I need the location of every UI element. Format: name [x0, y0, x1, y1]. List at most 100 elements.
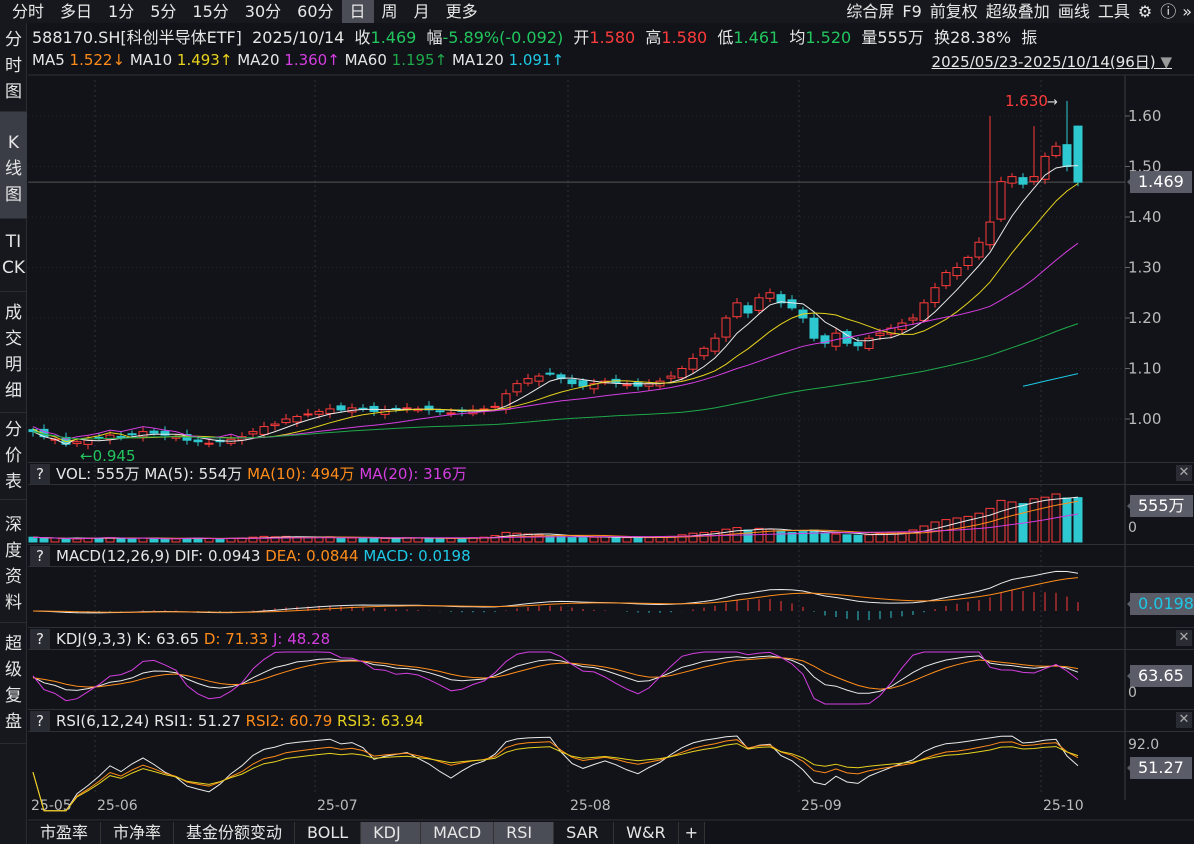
vol-help-button[interactable]: ?	[30, 463, 50, 484]
candle-body	[688, 357, 698, 370]
tab-pb[interactable]: 市净率	[101, 822, 175, 844]
volume-bar	[864, 534, 874, 543]
candle-body	[204, 442, 214, 445]
candle-body	[787, 299, 797, 309]
macd-help-button[interactable]: ?	[30, 545, 50, 566]
candle-body	[248, 431, 258, 435]
ma120-label: MA120	[451, 51, 504, 69]
volume-bar	[314, 536, 324, 543]
volume-bar	[270, 536, 280, 543]
sidebar-item-tick[interactable]: TICK	[0, 219, 27, 292]
candle-body	[446, 412, 456, 415]
candle-body	[919, 302, 929, 321]
period-day[interactable]: 日	[341, 0, 374, 23]
candle-body	[402, 407, 412, 410]
close-icon[interactable]: ✕	[1176, 630, 1192, 646]
candle-body	[512, 383, 522, 393]
tab-fund-share[interactable]: 基金份额变动	[174, 822, 296, 844]
period-15min[interactable]: 15分	[192, 2, 229, 21]
sidebar-item-price-table[interactable]: 分价表	[0, 413, 27, 500]
kdj-help-button[interactable]: ?	[30, 628, 50, 649]
candle-body	[193, 439, 203, 443]
super-overlay-button[interactable]: 超级叠加	[985, 2, 1050, 21]
tab-rsi[interactable]: RSI	[494, 822, 555, 844]
tab-pe[interactable]: 市盈率	[28, 822, 102, 844]
vol-ma10: MA(10): 494万	[247, 465, 355, 483]
volume-bar	[204, 537, 214, 543]
tab-macd[interactable]: MACD	[421, 822, 495, 844]
add-tab-button[interactable]: +	[678, 822, 705, 844]
sidebar-item-fenshi[interactable]: 分时图	[0, 23, 27, 112]
candle-body	[941, 272, 951, 287]
volume-bar	[655, 536, 665, 543]
close-icon[interactable]: ✕	[1176, 712, 1192, 728]
candle-body	[886, 327, 896, 335]
price-axis-label: 1.10	[1128, 360, 1161, 378]
tab-wr[interactable]: W&R	[614, 822, 679, 844]
tools-button[interactable]: 工具	[1097, 2, 1130, 21]
candle-body	[556, 374, 566, 380]
sidebar-item-replay[interactable]: 超级复盘	[0, 623, 27, 744]
candle-body	[347, 407, 357, 413]
draw-line-button[interactable]: 画线	[1057, 2, 1090, 21]
composite-screen-button[interactable]: 综合屏	[846, 2, 895, 21]
volume-bar	[545, 535, 555, 543]
tab-boll[interactable]: BOLL	[295, 822, 362, 844]
tab-sar[interactable]: SAR	[554, 822, 615, 844]
expand-icon[interactable]: »	[1182, 2, 1192, 21]
tab-kdj[interactable]: KDJ	[361, 822, 422, 844]
volume-bar	[83, 537, 93, 543]
kdj-k-line	[32, 655, 1079, 694]
candle-body	[875, 332, 885, 336]
volume-bar	[1051, 493, 1061, 543]
candle-body	[655, 380, 665, 387]
date-range-selector[interactable]: 2025/05/23-2025/10/14(96日) ▼	[932, 51, 1172, 72]
period-30min[interactable]: 30分	[244, 2, 282, 21]
volume-bar	[149, 537, 159, 543]
period-month[interactable]: 月	[413, 2, 430, 21]
volume-bar	[578, 537, 588, 543]
volume-bar	[215, 538, 225, 543]
candle-body	[182, 434, 192, 441]
forward-adjust-button[interactable]: 前复权	[929, 2, 978, 21]
volume-bar	[721, 528, 731, 543]
gear-icon[interactable]: ⚙	[1137, 2, 1153, 21]
candle-body	[809, 317, 819, 339]
period-fenshi[interactable]: 分时	[12, 2, 45, 21]
volume-bar	[776, 530, 786, 543]
candle-body	[952, 267, 962, 277]
period-5min[interactable]: 5分	[150, 2, 177, 21]
volume-bar	[1073, 497, 1083, 543]
sidebar-item-kline[interactable]: K线图	[0, 112, 27, 219]
period-60min[interactable]: 60分	[297, 2, 334, 21]
vol-ma10-line	[32, 500, 1079, 540]
kdj-j-line	[32, 651, 1079, 705]
candle-body	[776, 294, 786, 304]
candle-body	[831, 332, 841, 347]
open-label: 开	[573, 28, 590, 47]
candle-body	[963, 256, 973, 266]
close-icon[interactable]: ✕	[1176, 465, 1192, 481]
date-label-4: 25-09	[801, 798, 842, 814]
volume-bar	[589, 536, 599, 543]
rsi-help-button[interactable]: ?	[30, 710, 50, 731]
f9-button[interactable]: F9	[902, 2, 922, 21]
period-multiday[interactable]: 多日	[60, 2, 93, 21]
volume-bar	[237, 537, 247, 543]
sidebar-item-depth[interactable]: 深度资料	[0, 500, 27, 623]
candle-body	[424, 405, 434, 411]
volume-bar	[622, 537, 632, 543]
volume-bar	[952, 517, 962, 543]
volume-bar	[787, 531, 797, 543]
candle-body	[435, 410, 445, 413]
period-more[interactable]: 更多	[445, 2, 478, 21]
period-week[interactable]: 周	[381, 2, 398, 21]
ma20-value: 1.360↑	[284, 51, 340, 69]
sidebar-item-trades[interactable]: 成交明细	[0, 292, 27, 413]
close-value: 1.469	[370, 28, 417, 47]
volume-bar	[248, 536, 258, 543]
help-icon[interactable]: ⓘ	[1160, 2, 1177, 21]
period-1min[interactable]: 1分	[108, 2, 135, 21]
price-axis-label: 1.60	[1128, 107, 1161, 125]
volume-bar	[94, 537, 104, 543]
